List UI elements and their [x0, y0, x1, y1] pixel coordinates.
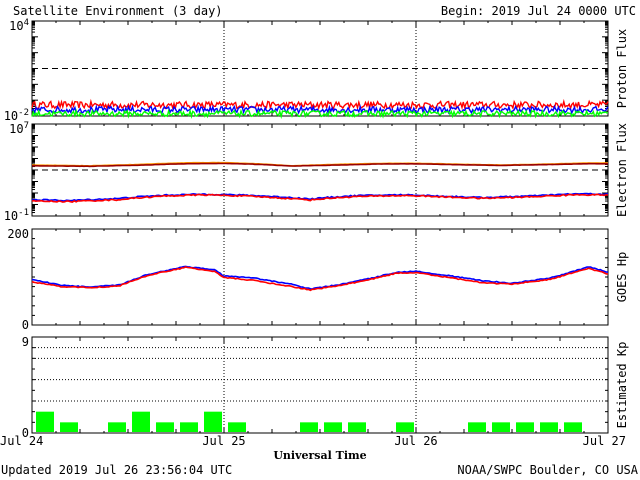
y-axis-label: Electron Flux: [615, 123, 629, 217]
kp-bar: [300, 422, 318, 432]
kp-bar: [108, 422, 126, 432]
y-axis-label: Proton Flux: [615, 29, 629, 108]
series-line-blue: [31, 192, 609, 202]
y-tick-label-bottom: 10-1: [4, 208, 29, 223]
kp-bar: [396, 422, 414, 432]
series-line-green: [31, 108, 609, 120]
series-line-blue: [31, 265, 609, 290]
y-tick-label-top: 200: [7, 227, 29, 241]
estimated-kp-panel: 9 0 Estimated Kp: [22, 335, 629, 440]
panel-frame: [31, 123, 609, 217]
y-tick-label-bottom: 0: [22, 318, 29, 332]
x-tick-jul25: Jul 25: [202, 434, 245, 448]
y-tick-label-bottom: 10-2: [4, 108, 29, 123]
x-axis-title: Universal Time: [273, 449, 366, 462]
kp-bar: [132, 411, 150, 432]
plot-title: Satellite Environment (3 day): [13, 4, 223, 18]
kp-bar: [540, 422, 558, 432]
y-axis-label: Estimated Kp: [615, 342, 629, 429]
y-axis-label: GOES Hp: [615, 252, 629, 303]
series-line-red: [31, 98, 609, 111]
panel-frame: [31, 20, 609, 117]
proton-flux-panel: 104 10-2 Proton Flux: [4, 18, 629, 123]
series-line-maroon: [31, 162, 609, 168]
kp-bar: [492, 422, 510, 432]
goes-hp-panel: 200 0 GOES Hp: [7, 227, 629, 332]
y-tick-label-top: 107: [9, 121, 29, 136]
x-tick-jul26: Jul 26: [394, 434, 437, 448]
kp-bar: [228, 422, 246, 432]
kp-bar: [324, 422, 342, 432]
series-line-blue: [31, 104, 609, 116]
kp-bar: [180, 422, 198, 432]
credit-text: NOAA/SWPC Boulder, CO USA: [457, 463, 638, 477]
series-line-red: [31, 266, 609, 292]
kp-bar: [36, 411, 54, 432]
begin-time: Begin: 2019 Jul 24 0000 UTC: [441, 4, 636, 18]
kp-bar: [60, 422, 78, 432]
panel-frame: [31, 336, 609, 434]
y-tick-label-top: 9: [22, 335, 29, 349]
kp-bar: [468, 422, 486, 432]
kp-bar: [564, 422, 582, 432]
y-tick-label-bottom: 0: [22, 426, 29, 440]
kp-bar: [516, 422, 534, 432]
kp-bar: [348, 422, 366, 432]
x-tick-jul24: Jul 24: [0, 434, 43, 448]
kp-bar: [204, 411, 222, 432]
series-line-red: [31, 193, 609, 203]
electron-flux-panel: 107 10-1 Electron Flux: [4, 121, 629, 223]
x-tick-jul27: Jul 27: [583, 434, 626, 448]
kp-bar: [156, 422, 174, 432]
y-tick-label-top: 104: [9, 18, 29, 33]
panel-frame: [31, 228, 609, 326]
updated-timestamp: Updated 2019 Jul 26 23:56:04 UTC: [1, 463, 232, 477]
